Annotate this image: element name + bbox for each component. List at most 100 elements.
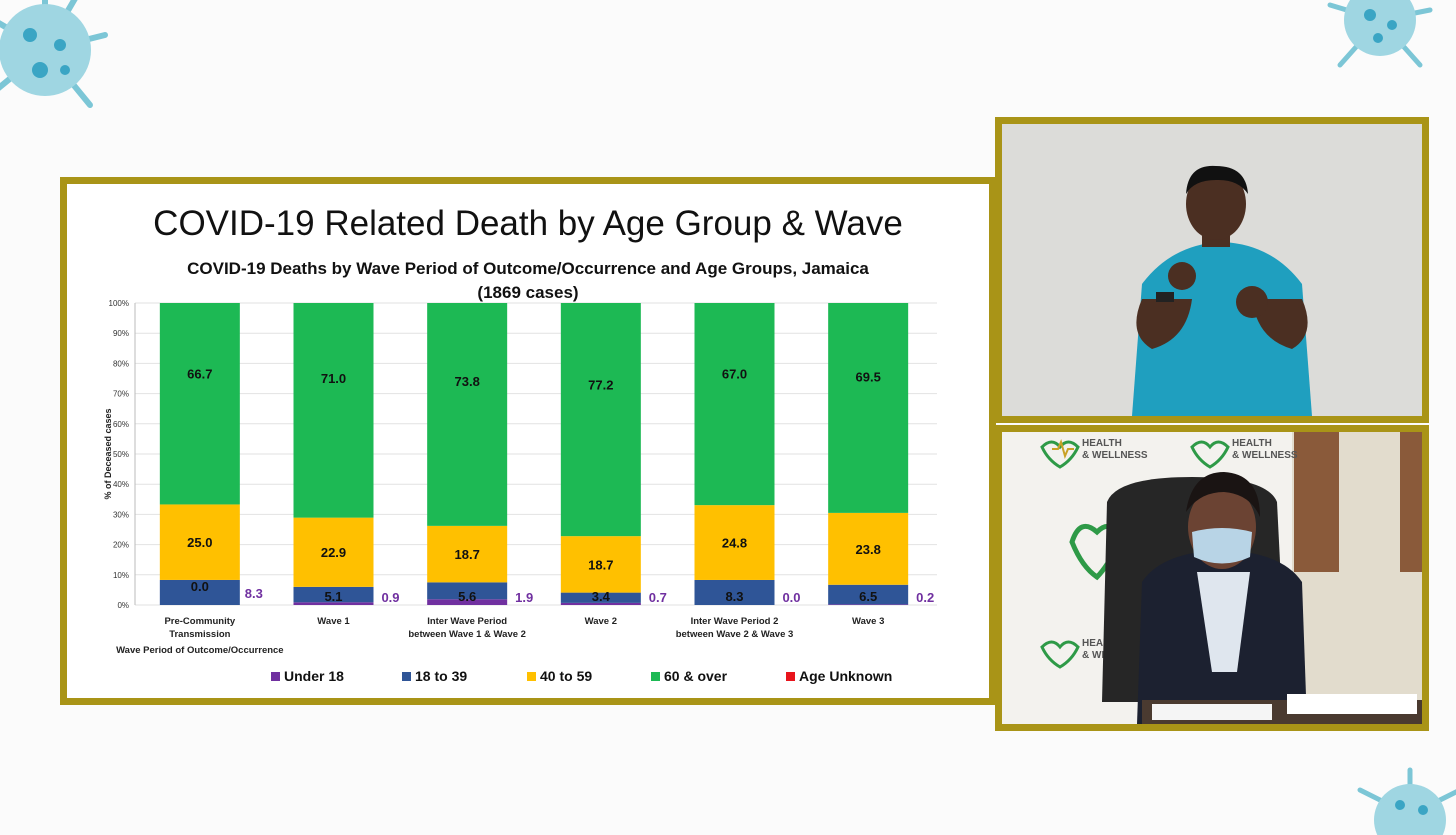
bar-segment-18-to-39 — [427, 582, 508, 600]
value-label-60-over: 69.5 — [856, 369, 881, 384]
x-category-label: Wave 2 — [585, 616, 617, 627]
y-tick-label: 70% — [113, 390, 129, 399]
bar-segment-under-18 — [560, 602, 641, 605]
y-tick-label: 90% — [113, 329, 129, 338]
x-category-label: between Wave 1 & Wave 2 — [408, 629, 526, 640]
bar-segment-40-to-59 — [694, 505, 775, 580]
value-label-40-to-59: 18.7 — [588, 557, 613, 572]
legend-label-age-unknown: Age Unknown — [799, 668, 893, 684]
virus-decoration-top-right — [1327, 0, 1433, 68]
bar-segment-under-18 — [427, 599, 508, 605]
backdrop-logo-text-5: HEALTH — [1082, 638, 1122, 649]
y-tick-label: 80% — [113, 359, 129, 368]
value-label-under-18: 0.2 — [916, 590, 934, 605]
y-tick-label: 40% — [113, 480, 129, 489]
x-category-label: Pre-Community — [164, 616, 235, 627]
y-tick-label: 20% — [113, 541, 129, 550]
backdrop-logo-text-3: HEALTH — [1232, 438, 1272, 449]
value-label-under-18: 0.0 — [191, 579, 209, 594]
bar-segment-40-to-59 — [828, 512, 909, 585]
value-label-60-over: 66.7 — [187, 367, 212, 382]
value-label-18-to-39: 5.1 — [324, 589, 342, 604]
chart-slide: COVID-19 Related Death by Age Group & Wa… — [60, 177, 996, 705]
bar-segment-60-over — [427, 303, 508, 526]
chart-subtitle: COVID-19 Deaths by Wave Period of Outcom… — [187, 259, 869, 278]
speaker-scene: HEALTH & WELLNESS HEALTH & WELLNESS HEAL… — [1002, 432, 1422, 724]
legend-item-under-18: Under 18 — [271, 668, 344, 684]
y-tick-label: 100% — [109, 299, 129, 308]
legend-swatch-40-to-59 — [527, 672, 536, 681]
legend-item-40-to-59: 40 to 59 — [527, 668, 592, 684]
legend-label-40-to-59: 40 to 59 — [540, 668, 593, 684]
value-label-40-to-59: 25.0 — [187, 535, 212, 550]
bar-segment-18-to-39 — [828, 584, 909, 605]
value-label-under-18: 0.7 — [649, 590, 667, 605]
bar-segment-40-to-59 — [159, 504, 240, 580]
value-label-18-to-39: 8.3 — [725, 589, 743, 604]
bar-segment-18-to-39 — [694, 579, 775, 605]
value-label-under-18: 0.9 — [381, 590, 399, 605]
ministry-logo-icon-3 — [1040, 640, 1080, 669]
ministry-logo-icon-2 — [1190, 440, 1230, 469]
backdrop-logo-text-2: & WELLNESS — [1082, 450, 1148, 461]
legend-label-60-over: 60 & over — [664, 668, 728, 684]
bar-segment-under-18 — [828, 604, 909, 605]
x-category-label: Inter Wave Period 2 — [691, 616, 779, 627]
y-tick-label: 30% — [113, 510, 129, 519]
backdrop-logo-text-1: HEALTH — [1082, 438, 1122, 449]
value-label-40-to-59: 24.8 — [722, 536, 747, 551]
backdrop-logo-text-4: & WELLNESS — [1232, 450, 1298, 461]
x-axis-label: Wave Period of Outcome/Occurrence — [116, 645, 284, 656]
value-label-18-to-39: 8.3 — [245, 586, 263, 601]
bar-segment-60-over — [159, 303, 240, 505]
legend-item-18-to-39: 18 to 39 — [402, 668, 467, 684]
value-label-40-to-59: 23.8 — [856, 542, 881, 557]
face-mask — [1192, 528, 1252, 564]
chart-case-count: (1869 cases) — [477, 283, 579, 302]
x-category-label: Transmission — [169, 629, 230, 640]
bar-segment-under-18 — [293, 602, 374, 605]
legend-swatch-18-to-39 — [402, 672, 411, 681]
bar-segment-60-over — [694, 303, 775, 506]
value-label-18-to-39: 6.5 — [859, 589, 877, 604]
value-label-18-to-39: 5.6 — [458, 589, 476, 604]
y-tick-label: 50% — [113, 450, 129, 459]
legend-swatch-under-18 — [271, 672, 280, 681]
value-label-60-over: 71.0 — [321, 371, 346, 386]
interpreter-figure — [1002, 124, 1422, 416]
bar-segment-40-to-59 — [293, 517, 374, 587]
x-category-label: Inter Wave Period — [427, 616, 507, 627]
bar-segment-40-to-59 — [560, 536, 641, 593]
legend-label-under-18: Under 18 — [284, 668, 344, 684]
x-category-label: Wave 1 — [317, 616, 350, 627]
virus-decoration-top-left — [0, 0, 108, 108]
legend-item-age-unknown: Age Unknown — [786, 668, 892, 684]
bar-segment-60-over — [560, 303, 641, 537]
x-category-label: between Wave 2 & Wave 3 — [676, 629, 794, 640]
stacked-bar-chart: 0% 10% 20% 30% 40% 50% 60% 70% 80% 90% 100% % of De… — [103, 299, 937, 656]
value-label-under-18: 1.9 — [515, 590, 533, 605]
y-axis-label: % of Deceased cases — [103, 408, 113, 499]
legend-swatch-age-unknown — [786, 672, 795, 681]
virus-decoration-bottom-right — [1357, 767, 1456, 835]
y-tick-label: 10% — [113, 571, 129, 580]
bar-segment-18-to-39 — [159, 579, 240, 605]
slide-title: COVID-19 Related Death by Age Group & Wa… — [153, 204, 903, 243]
speaker-video: HEALTH & WELLNESS HEALTH & WELLNESS HEAL… — [995, 425, 1429, 731]
value-label-40-to-59: 22.9 — [321, 545, 346, 560]
value-label-60-over: 77.2 — [588, 378, 613, 393]
bar-segment-18-to-39 — [560, 592, 641, 603]
sign-language-interpreter-video — [995, 117, 1429, 423]
legend-swatch-60-over — [651, 672, 660, 681]
bar-segment-60-over — [828, 303, 909, 513]
value-label-18-to-39: 3.4 — [592, 589, 611, 604]
bar-segment-18-to-39 — [293, 586, 374, 603]
value-label-under-18: 0.0 — [782, 590, 800, 605]
value-label-60-over: 67.0 — [722, 367, 747, 382]
bar-segment-60-over — [293, 303, 374, 518]
value-label-60-over: 73.8 — [455, 374, 480, 389]
bar-segment-40-to-59 — [427, 525, 508, 583]
y-tick-label: 0% — [117, 601, 129, 610]
legend-label-18-to-39: 18 to 39 — [415, 668, 468, 684]
legend-item-60-over: 60 & over — [651, 668, 727, 684]
